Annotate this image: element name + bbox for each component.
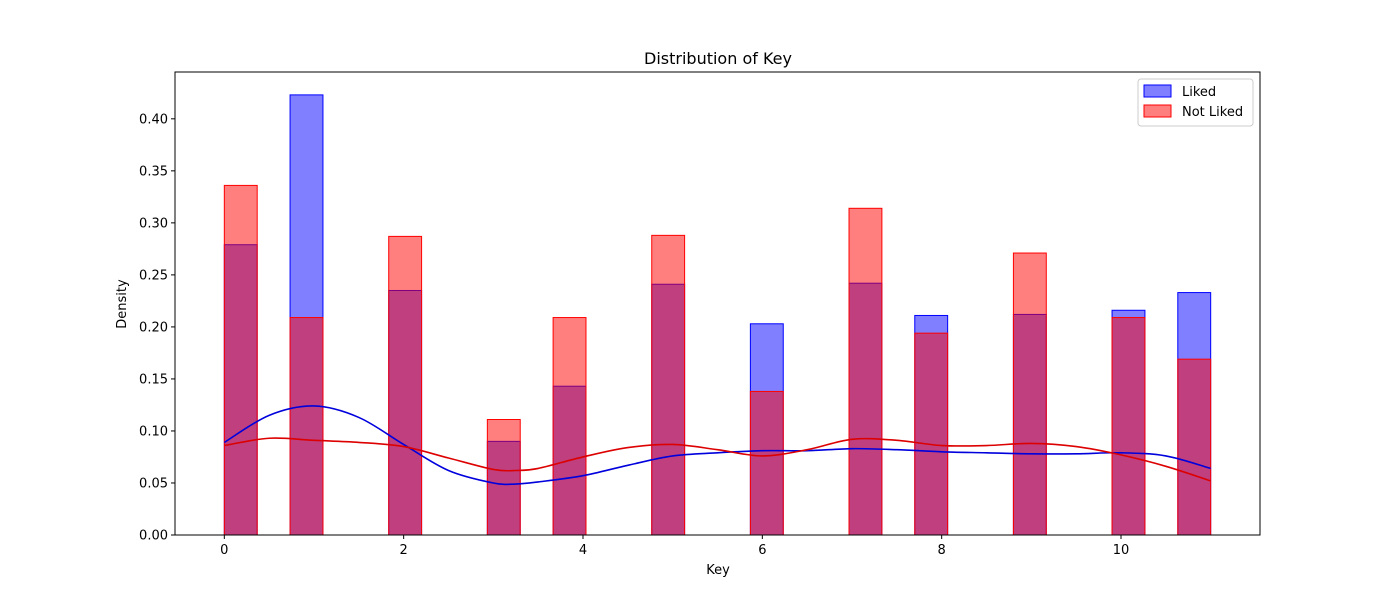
x-axis-label: Key <box>706 563 730 578</box>
kde-layer <box>223 405 1211 486</box>
legend-label-liked: Liked <box>1182 85 1216 100</box>
legend-label-not-liked: Not Liked <box>1182 105 1243 120</box>
x-tick-label-8: 8 <box>938 543 946 558</box>
bar-not-liked-19 <box>848 207 883 536</box>
y-tick-label-7: 0.35 <box>139 164 168 179</box>
x-tick-label-10: 10 <box>1113 543 1130 558</box>
y-axis-ticks: 0.00 0.05 0.10 0.15 0.20 0.25 0.30 0.35 0.40 <box>139 112 175 544</box>
kde-line-liked <box>223 405 1211 486</box>
y-tick-label-3: 0.15 <box>139 372 168 387</box>
y-tick-label-8: 0.40 <box>139 112 168 127</box>
bar-not-liked-2 <box>289 317 324 536</box>
x-tick-label-2: 2 <box>400 543 408 558</box>
legend: Liked Not Liked <box>1137 78 1254 127</box>
x-tick-label-6: 6 <box>758 543 766 558</box>
y-tick-label-6: 0.30 <box>139 216 168 231</box>
x-tick-label-0: 0 <box>220 543 228 558</box>
bar-not-liked-16 <box>749 390 784 536</box>
chart-title: Distribution of Key <box>644 49 792 68</box>
bar-not-liked-21 <box>914 332 949 536</box>
bar-not-liked-10 <box>552 317 587 536</box>
plot-frame <box>174 71 1261 536</box>
legend-swatch-not-liked <box>1143 104 1172 118</box>
y-tick-label-2: 0.10 <box>139 424 168 439</box>
bar-not-liked-0 <box>223 184 258 536</box>
y-tick-label-0: 0.00 <box>139 529 168 544</box>
kde-line-not-liked <box>224 437 1211 482</box>
y-axis-label: Density <box>115 279 130 329</box>
bar-not-liked-8 <box>486 419 521 536</box>
y-tick-label-1: 0.05 <box>139 476 168 491</box>
x-tick-label-4: 4 <box>579 543 587 558</box>
y-tick-label-4: 0.20 <box>139 320 168 335</box>
bar-not-liked-24 <box>1012 252 1047 536</box>
legend-swatch-liked <box>1143 84 1172 98</box>
x-axis-ticks: 0 2 4 6 8 10 <box>220 535 1129 558</box>
bar-not-liked-27 <box>1111 317 1146 536</box>
bar-not-liked-13 <box>651 234 686 536</box>
bar-not-liked-5 <box>388 235 423 536</box>
bar-not-liked-29 <box>1177 358 1212 536</box>
y-tick-label-5: 0.25 <box>139 268 168 283</box>
